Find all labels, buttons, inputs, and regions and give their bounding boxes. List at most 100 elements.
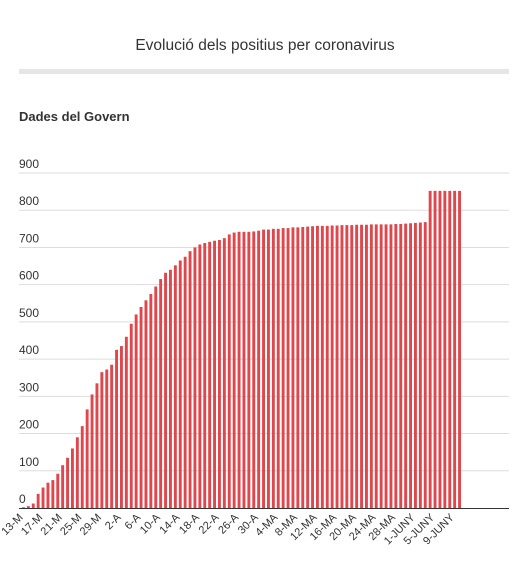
bar <box>183 256 187 508</box>
bar <box>355 224 359 509</box>
bar <box>46 482 50 508</box>
bar <box>134 314 138 508</box>
bar <box>330 225 334 509</box>
bar <box>193 247 197 508</box>
y-tick-label: 900 <box>19 157 39 171</box>
bar <box>144 300 148 508</box>
title-divider <box>19 69 509 74</box>
bar <box>262 229 265 508</box>
bar <box>173 265 177 508</box>
bar <box>423 222 427 508</box>
y-tick-label: 700 <box>19 231 39 245</box>
bar <box>66 457 69 508</box>
bar <box>31 503 35 508</box>
y-tick-label: 600 <box>19 269 39 283</box>
x-tick-label: 2-A <box>103 511 124 532</box>
bar <box>56 473 60 508</box>
bar <box>252 231 256 508</box>
bar <box>198 244 202 508</box>
bar <box>232 232 236 508</box>
bar <box>448 190 452 508</box>
y-tick-label: 200 <box>19 418 39 432</box>
bar <box>149 293 153 508</box>
bar <box>129 323 133 508</box>
y-tick-label: 400 <box>19 343 39 357</box>
bar <box>335 225 339 509</box>
bar <box>350 225 354 509</box>
x-tick-label: 22-A <box>197 511 222 536</box>
bar <box>213 240 216 509</box>
x-tick-label: 18-A <box>177 511 202 536</box>
x-tick-label: 17-M <box>19 512 45 538</box>
bar <box>374 224 378 508</box>
bar <box>257 230 261 508</box>
bar <box>286 228 290 508</box>
bar <box>95 383 99 508</box>
bar <box>237 231 241 508</box>
x-tick-label: 10-A <box>138 511 163 536</box>
chart-subtitle: Dades del Govern <box>19 109 130 124</box>
bar <box>443 190 447 508</box>
bar <box>208 241 212 509</box>
x-tick-label: 26-A <box>216 511 241 536</box>
bar <box>409 223 412 508</box>
bar <box>110 364 114 508</box>
bar <box>404 223 408 508</box>
bar <box>325 225 329 509</box>
bar <box>115 349 118 508</box>
bar <box>345 225 349 509</box>
bar <box>296 227 300 508</box>
bar <box>203 242 207 509</box>
bar <box>399 223 403 509</box>
bar <box>159 279 163 508</box>
bar <box>61 465 65 508</box>
x-tick-label: 25-M <box>58 512 84 538</box>
bar <box>271 228 275 508</box>
bar <box>169 269 172 508</box>
bar <box>242 231 246 508</box>
bar <box>154 286 158 508</box>
bar <box>36 493 40 508</box>
bar <box>26 506 30 508</box>
bar <box>360 224 363 509</box>
bar <box>276 228 280 508</box>
y-tick-labels: 0 100 200 300 400 500 600 700 800 900 <box>19 157 39 506</box>
x-tick-label: 13-M <box>0 512 26 538</box>
bars <box>22 190 461 509</box>
x-tick-label: 14-A <box>157 511 182 536</box>
bar <box>51 480 55 508</box>
bar <box>389 224 393 508</box>
bar <box>218 240 221 508</box>
bar <box>414 222 417 508</box>
bar <box>369 224 373 508</box>
bar <box>438 190 442 508</box>
bar <box>428 190 432 508</box>
bar <box>247 231 251 508</box>
x-tick-label: 29-M <box>78 512 104 538</box>
bar <box>384 224 388 508</box>
bar <box>90 394 94 508</box>
bar <box>120 346 123 508</box>
bar <box>124 336 128 508</box>
y-tick-label: 300 <box>19 380 39 394</box>
bar <box>340 225 344 509</box>
y-tick-label: 100 <box>19 455 39 469</box>
bar <box>41 487 45 508</box>
bar <box>433 190 437 508</box>
y-tick-label: 800 <box>19 194 39 208</box>
bar <box>458 190 461 508</box>
bar <box>267 229 270 508</box>
bar <box>139 307 143 508</box>
bar <box>365 224 368 509</box>
chart-title: Evolució dels positius per coronavirus <box>135 37 395 54</box>
bar <box>85 409 89 508</box>
x-tick-labels: 13-M17-M21-M25-M29-M 2-A 6-A10-A14-A18-A22… <box>0 511 457 547</box>
bar <box>222 238 226 508</box>
bar <box>379 224 383 508</box>
bar <box>227 234 231 509</box>
bar <box>394 223 398 509</box>
bar <box>164 272 167 508</box>
bar <box>75 437 79 508</box>
bar <box>453 190 457 508</box>
